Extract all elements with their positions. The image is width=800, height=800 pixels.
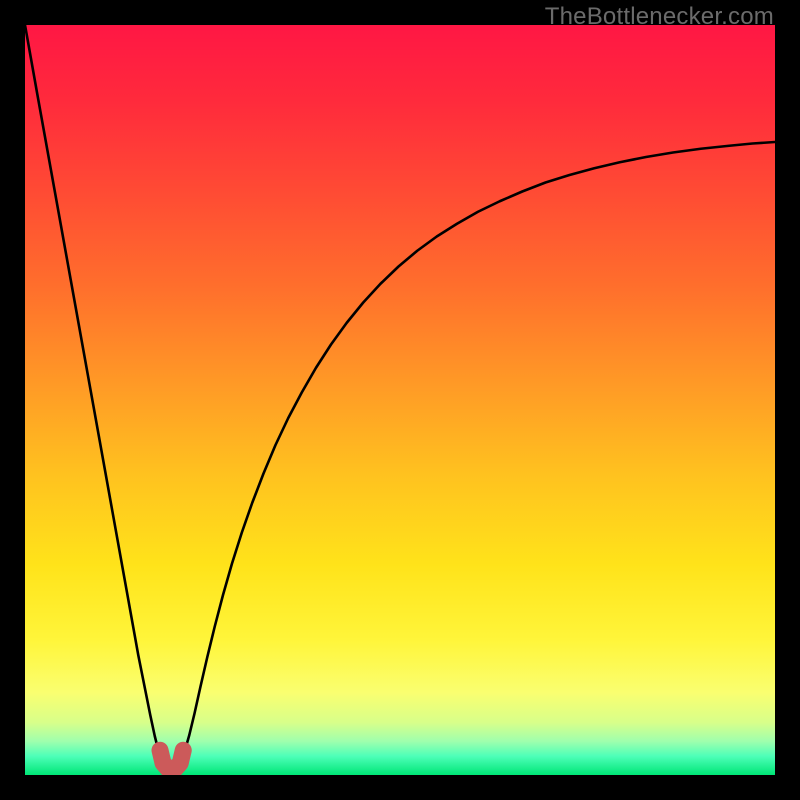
chart-svg [25,25,775,775]
chart-frame: TheBottlenecker.com [0,0,800,800]
gradient-background [25,25,775,775]
plot-area [25,25,775,775]
